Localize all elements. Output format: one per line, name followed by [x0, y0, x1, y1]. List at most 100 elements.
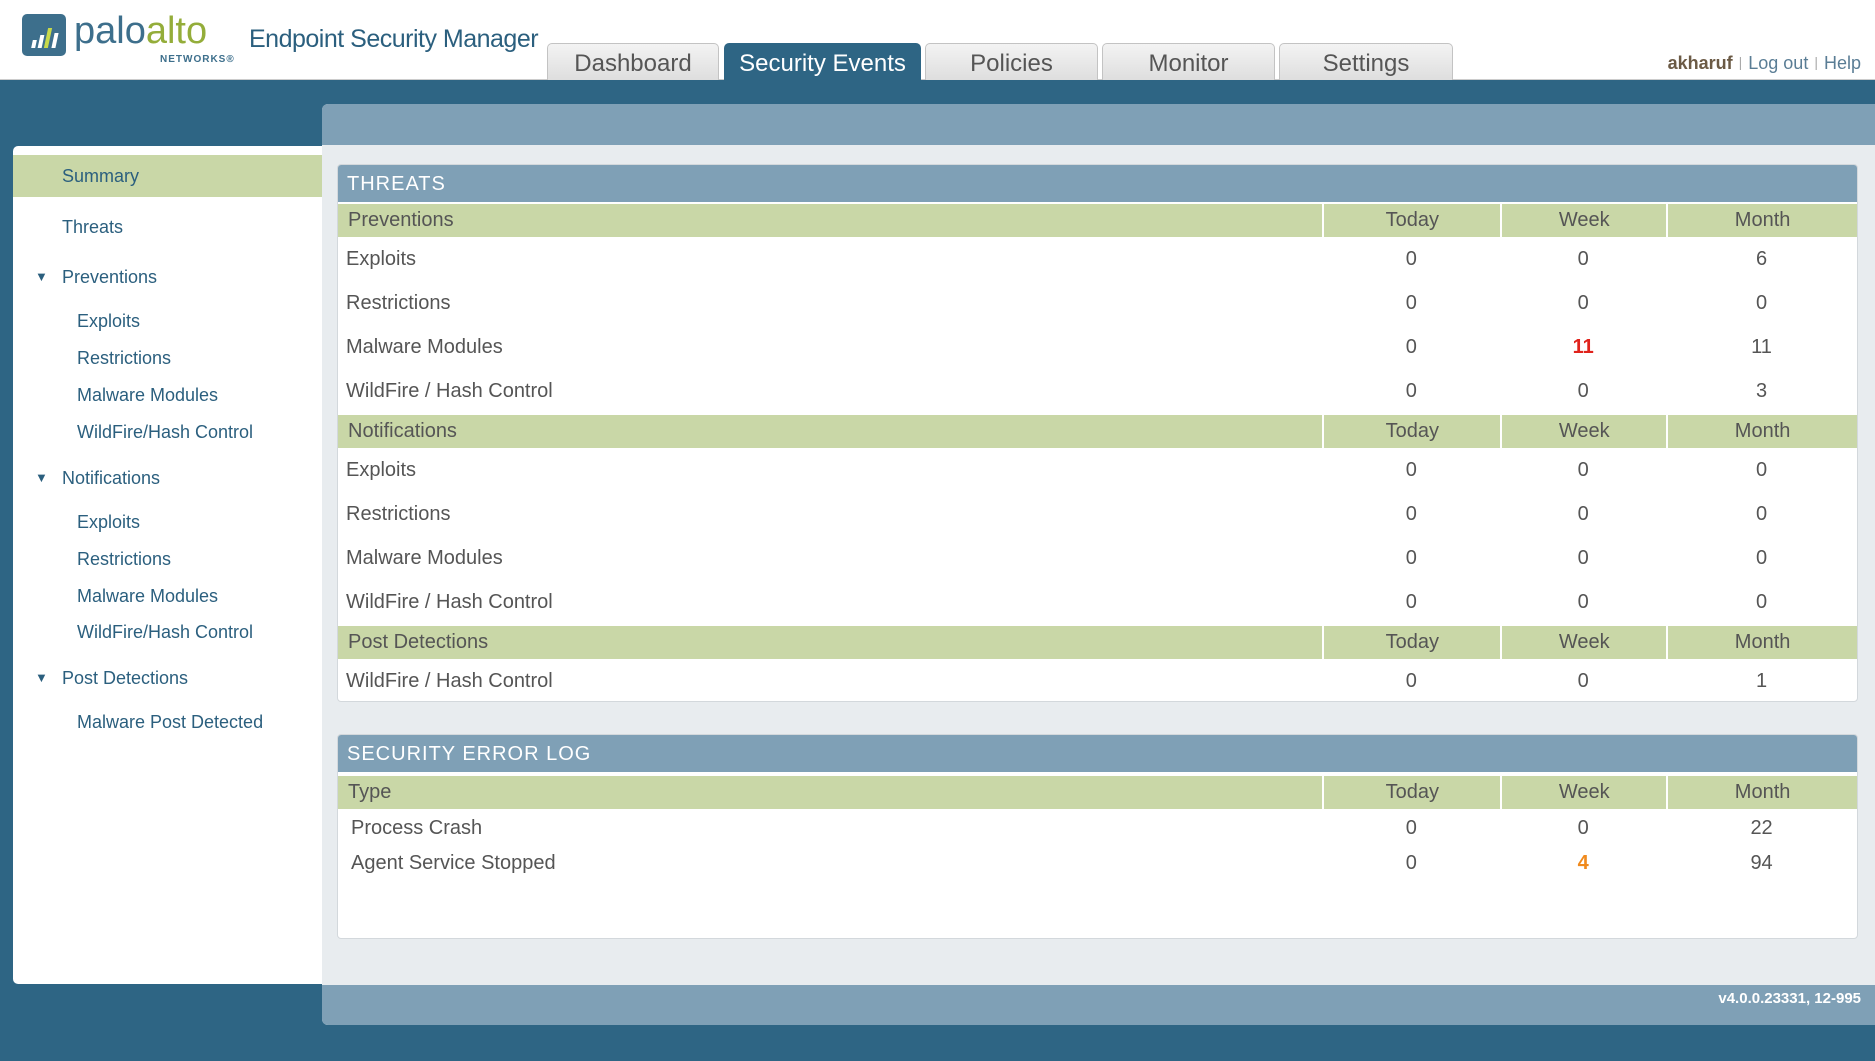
- logo-wordmark: paloalto: [74, 10, 208, 52]
- cell-week: 0: [1577, 458, 1589, 481]
- cell-today: 0: [1405, 502, 1417, 525]
- section-header-row: Preventions Today Week Month: [338, 204, 1857, 237]
- row-label: WildFire / Hash Control: [346, 590, 553, 613]
- row-label: Exploits: [346, 247, 417, 270]
- table-row: Restrictions 0 0 0: [338, 281, 1857, 325]
- row-label: Restrictions: [346, 502, 451, 525]
- cell-week: Week: [1500, 204, 1666, 237]
- cell-month: 6: [1756, 247, 1768, 270]
- row-label: WildFire / Hash Control: [346, 669, 553, 692]
- cell-today: 0: [1405, 852, 1417, 874]
- cell-today: 0: [1405, 379, 1417, 402]
- section-label: Type: [348, 781, 392, 803]
- tab-dashboard[interactable]: Dashboard: [547, 43, 719, 80]
- cell-today: 0: [1405, 590, 1417, 613]
- sidebar-item-prev-wildfire[interactable]: WildFire/Hash Control: [77, 422, 254, 442]
- tab-settings[interactable]: Settings: [1279, 43, 1453, 80]
- cell-month: Month: [1666, 415, 1857, 448]
- sidebar-item-threats[interactable]: Threats: [62, 217, 124, 237]
- sidebar-item-notif-wildfire[interactable]: WildFire/Hash Control: [77, 622, 254, 642]
- cell-week: 4: [1577, 852, 1589, 874]
- table-row: Agent Service Stopped 0 4 94: [338, 846, 1857, 881]
- threats-title: THREATS: [338, 165, 1857, 202]
- cell-month: Month: [1666, 626, 1857, 659]
- row-label: Restrictions: [346, 291, 451, 314]
- error-log-title: SECURITY ERROR LOG: [338, 735, 1857, 772]
- cell-today: 0: [1405, 291, 1417, 314]
- cell-month: 0: [1756, 546, 1768, 569]
- sidebar-item-post-detections[interactable]: ▼ Post Detections: [13, 657, 322, 699]
- section-header-row: Notifications Today Week Month: [338, 415, 1857, 448]
- section-header-row: Type Today Week Month: [338, 776, 1857, 809]
- username: akharuf: [1667, 53, 1733, 73]
- sidebar-item-prev-malware[interactable]: Malware Modules: [77, 385, 219, 405]
- tab-policies[interactable]: Policies: [925, 43, 1098, 80]
- cell-week: 0: [1577, 546, 1589, 569]
- row-label: Process Crash: [351, 817, 483, 839]
- tab-security-events[interactable]: Security Events: [724, 43, 921, 80]
- table-row: Malware Modules 0 0 0: [338, 536, 1857, 580]
- logout-link[interactable]: Log out: [1748, 53, 1809, 73]
- cell-week: 0: [1577, 502, 1589, 525]
- sidebar-item-notif-exploits[interactable]: Exploits: [77, 512, 141, 532]
- sidebar-item-notif-restrictions[interactable]: Restrictions: [77, 549, 172, 569]
- section-label: Notifications: [348, 420, 457, 442]
- table-row: Process Crash 0 0 22: [338, 811, 1857, 846]
- sidebar-item-summary[interactable]: Summary: [13, 155, 322, 197]
- sidebar-item-notif-malware[interactable]: Malware Modules: [77, 586, 219, 606]
- table-row: Exploits 0 0 6: [338, 237, 1857, 281]
- cell-month: 1: [1756, 669, 1768, 692]
- table-row: Malware Modules 0 11 11: [338, 325, 1857, 369]
- row-label: Malware Modules: [346, 546, 503, 569]
- logo-mark-icon: [22, 14, 66, 56]
- row-label: Malware Modules: [346, 335, 503, 358]
- cell-month: 0: [1756, 590, 1768, 613]
- paloalto-logo: paloalto NETWORKS®: [22, 12, 237, 68]
- help-link[interactable]: Help: [1823, 53, 1861, 73]
- collapse-triangle-icon[interactable]: ▼: [35, 470, 48, 485]
- cell-week: 0: [1577, 379, 1589, 402]
- cell-week: 11: [1572, 335, 1594, 358]
- cell-today: Today: [1322, 626, 1500, 659]
- table-row: Restrictions 0 0 0: [338, 492, 1857, 536]
- sidebar-item-preventions[interactable]: ▼ Preventions: [13, 256, 322, 298]
- cell-today: Today: [1322, 776, 1500, 809]
- cell-today: 0: [1405, 817, 1417, 839]
- cell-week: 0: [1577, 291, 1589, 314]
- threats-panel: THREATS Preventions Today Week Month Exploit…: [337, 164, 1858, 702]
- tab-monitor[interactable]: Monitor: [1102, 43, 1275, 80]
- section-label: Preventions: [348, 209, 454, 231]
- cell-week: 0: [1577, 590, 1589, 613]
- cell-today: 0: [1405, 546, 1417, 569]
- collapse-triangle-icon[interactable]: ▼: [35, 670, 48, 685]
- cell-month: 22: [1750, 817, 1773, 839]
- logo-networks: NETWORKS®: [160, 54, 235, 65]
- cell-week: Week: [1500, 776, 1666, 809]
- table-row: Exploits 0 0 0: [338, 448, 1857, 492]
- version-footer: v4.0.0.23331, 12-995: [322, 985, 1875, 1025]
- cell-month: 0: [1756, 502, 1768, 525]
- cell-month: 0: [1756, 458, 1768, 481]
- user-links: akharuf | Log out | Help: [1667, 53, 1861, 73]
- cell-month: Month: [1666, 204, 1857, 237]
- row-label: Agent Service Stopped: [351, 852, 556, 874]
- table-row: WildFire / Hash Control 0 0 0: [338, 580, 1857, 624]
- sidebar-item-prev-exploits[interactable]: Exploits: [77, 311, 141, 331]
- cell-today: 0: [1405, 669, 1417, 692]
- cell-week: 0: [1577, 669, 1589, 692]
- cell-today: Today: [1322, 204, 1500, 237]
- table-row: WildFire / Hash Control 0 0 3: [338, 369, 1857, 413]
- cell-month: 3: [1756, 379, 1768, 402]
- cell-today: 0: [1405, 458, 1417, 481]
- cell-week: 0: [1577, 247, 1589, 270]
- sidebar-item-notifications[interactable]: ▼ Notifications: [13, 457, 322, 499]
- row-label: WildFire / Hash Control: [346, 379, 553, 402]
- sidebar: Summary Threats ▼ Preventions Exploits Re…: [13, 146, 322, 984]
- cell-week: 0: [1577, 817, 1589, 839]
- cell-week: Week: [1500, 626, 1666, 659]
- sidebar-item-malware-post-detected[interactable]: Malware Post Detected: [77, 712, 264, 732]
- app-title: Endpoint Security Manager: [249, 25, 539, 53]
- collapse-triangle-icon[interactable]: ▼: [35, 269, 48, 284]
- cell-month: 0: [1756, 291, 1768, 314]
- sidebar-item-prev-restrictions[interactable]: Restrictions: [77, 348, 172, 368]
